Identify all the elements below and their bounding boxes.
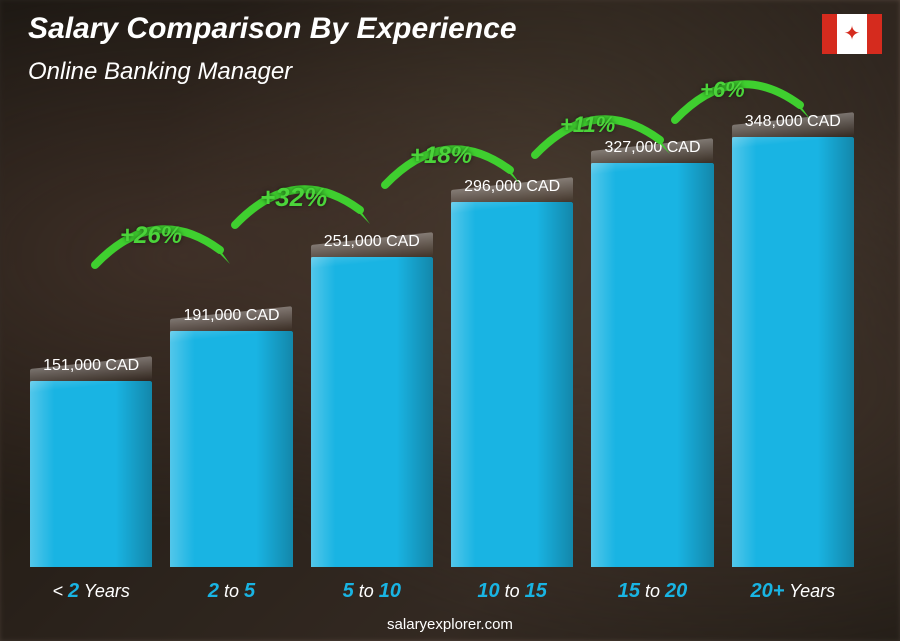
bar <box>170 331 292 567</box>
increase-pct-label: +6% <box>700 77 745 103</box>
bar-chart: 151,000 CAD191,000 CAD251,000 CAD296,000… <box>30 100 854 567</box>
bar-group: 348,000 CAD <box>732 100 854 567</box>
increase-pct-label: +32% <box>260 182 327 213</box>
x-axis-label: 5 to 10 <box>311 580 433 603</box>
bar <box>451 202 573 567</box>
bar <box>732 137 854 567</box>
bar-group: 327,000 CAD <box>591 100 713 567</box>
bar-group: 296,000 CAD <box>451 100 573 567</box>
chart-title: Salary Comparison By Experience <box>28 12 517 46</box>
bar <box>311 257 433 567</box>
bar-group: 191,000 CAD <box>170 100 292 567</box>
chart-subtitle: Online Banking Manager <box>28 58 292 86</box>
x-axis-label: 2 to 5 <box>170 580 292 603</box>
bar <box>30 381 152 567</box>
increase-pct-label: +26% <box>120 222 182 250</box>
canada-flag-icon: ✦ <box>822 14 882 54</box>
footer-attribution: salaryexplorer.com <box>0 616 900 633</box>
infographic-container: Salary Comparison By Experience Online B… <box>0 0 900 641</box>
x-axis-label: 15 to 20 <box>591 580 713 603</box>
bar <box>591 163 713 567</box>
x-axis-label: 10 to 15 <box>451 580 573 603</box>
bar-group: 251,000 CAD <box>311 100 433 567</box>
x-axis-labels: < 2 Years 2 to 5 5 to 10 10 to 15 15 to 20 20… <box>30 580 854 603</box>
x-axis-label: 20+ Years <box>732 580 854 603</box>
increase-pct-label: +11% <box>560 112 615 138</box>
increase-pct-label: +18% <box>410 142 472 170</box>
bar-group: 151,000 CAD <box>30 100 152 567</box>
x-axis-label: < 2 Years <box>30 580 152 603</box>
